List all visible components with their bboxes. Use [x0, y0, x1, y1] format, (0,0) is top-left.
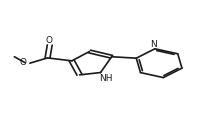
Text: O: O	[45, 36, 52, 45]
Text: N: N	[151, 40, 157, 49]
Text: O: O	[20, 58, 27, 67]
Text: NH: NH	[99, 74, 112, 83]
